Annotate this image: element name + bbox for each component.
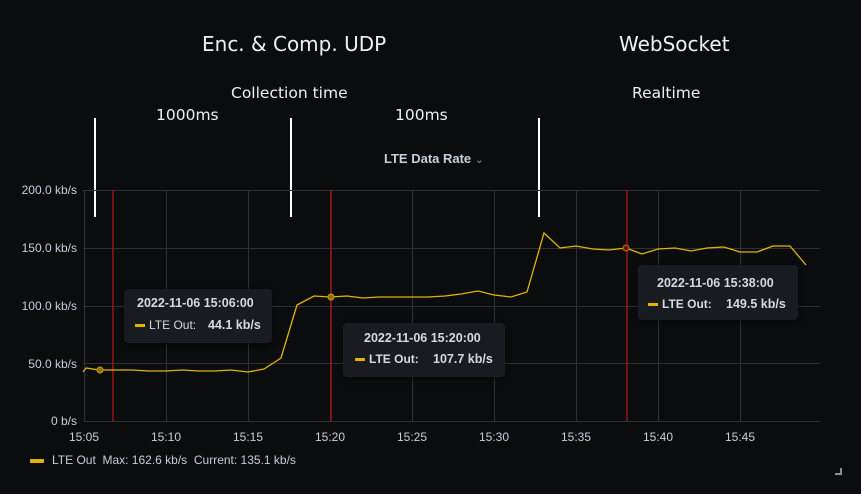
legend-max: Max: 162.6 kb/s <box>102 453 188 467</box>
tooltip-series: LTE Out: <box>648 297 712 311</box>
tooltip-value: 44.1 kb/s <box>208 318 261 332</box>
tooltip: 2022-11-06 15:38:00 LTE Out: 149.5 kb/s <box>638 265 798 320</box>
y-tick-label: 200.0 kb/s <box>21 183 77 197</box>
tooltip-value: 149.5 kb/s <box>726 297 786 311</box>
tooltip-series: LTE Out: <box>135 318 196 332</box>
tooltip-series: LTE Out: <box>355 352 419 366</box>
y-tick-label: 100.0 kb/s <box>21 299 77 313</box>
x-tick-label: 15:45 <box>724 430 756 444</box>
chevron-down-icon: ⌄ <box>475 155 484 166</box>
panel-title-text: LTE Data Rate <box>384 151 472 166</box>
legend-current: Current: 135.1 kb/s <box>193 453 296 467</box>
legend[interactable]: LTE Out Max: 162.6 kb/s Current: 135.1 k… <box>30 453 296 467</box>
x-tick-label: 15:30 <box>478 430 510 444</box>
series-color-swatch <box>648 303 658 307</box>
legend-color-swatch <box>30 458 44 463</box>
x-tick-label: 15:10 <box>150 430 182 444</box>
annotation-left-title: Enc. & Comp. UDP <box>202 32 387 56</box>
series-color-swatch <box>135 324 145 328</box>
annotation-divider <box>538 118 540 217</box>
hover-point <box>327 293 335 301</box>
x-tick-label: 15:05 <box>68 430 100 444</box>
time-markers <box>112 190 628 421</box>
hover-point <box>622 244 630 252</box>
resize-handle-icon[interactable] <box>835 468 842 475</box>
tooltip: 2022-11-06 15:20:00 LTE Out: 107.7 kb/s <box>343 323 505 377</box>
tooltip-time: 2022-11-06 15:06:00 <box>137 296 254 310</box>
y-tick-label: 50.0 kb/s <box>28 357 77 371</box>
annotation-right-title: WebSocket <box>619 32 730 56</box>
tooltip: 2022-11-06 15:06:00 LTE Out: 44.1 kb/s <box>124 289 272 343</box>
annotation-collection-time: Collection time <box>231 84 348 102</box>
tooltip-value: 107.7 kb/s <box>433 352 493 366</box>
y-tick-label: 0 b/s <box>50 414 77 428</box>
x-tick-label: 15:40 <box>642 430 674 444</box>
tooltip-time: 2022-11-06 15:38:00 <box>657 276 774 290</box>
x-tick-label: 15:20 <box>314 430 346 444</box>
tooltip-time: 2022-11-06 15:20:00 <box>364 331 481 345</box>
lte-out-line <box>82 231 807 373</box>
y-tick-label: 150.0 kb/s <box>21 241 77 255</box>
x-tick-label: 15:35 <box>560 430 592 444</box>
series-color-swatch <box>355 358 365 362</box>
annotation-1000ms: 1000ms <box>156 106 219 124</box>
x-tick-label: 15:25 <box>396 430 428 444</box>
annotation-divider <box>94 118 96 217</box>
panel-title[interactable]: LTE Data Rate ⌄ <box>384 151 484 166</box>
x-tick-label: 15:15 <box>232 430 264 444</box>
hover-point <box>96 366 104 374</box>
legend-series-name[interactable]: LTE Out <box>52 453 96 467</box>
annotation-realtime: Realtime <box>632 84 701 102</box>
annotation-100ms: 100ms <box>395 106 448 124</box>
annotation-divider <box>290 118 292 217</box>
